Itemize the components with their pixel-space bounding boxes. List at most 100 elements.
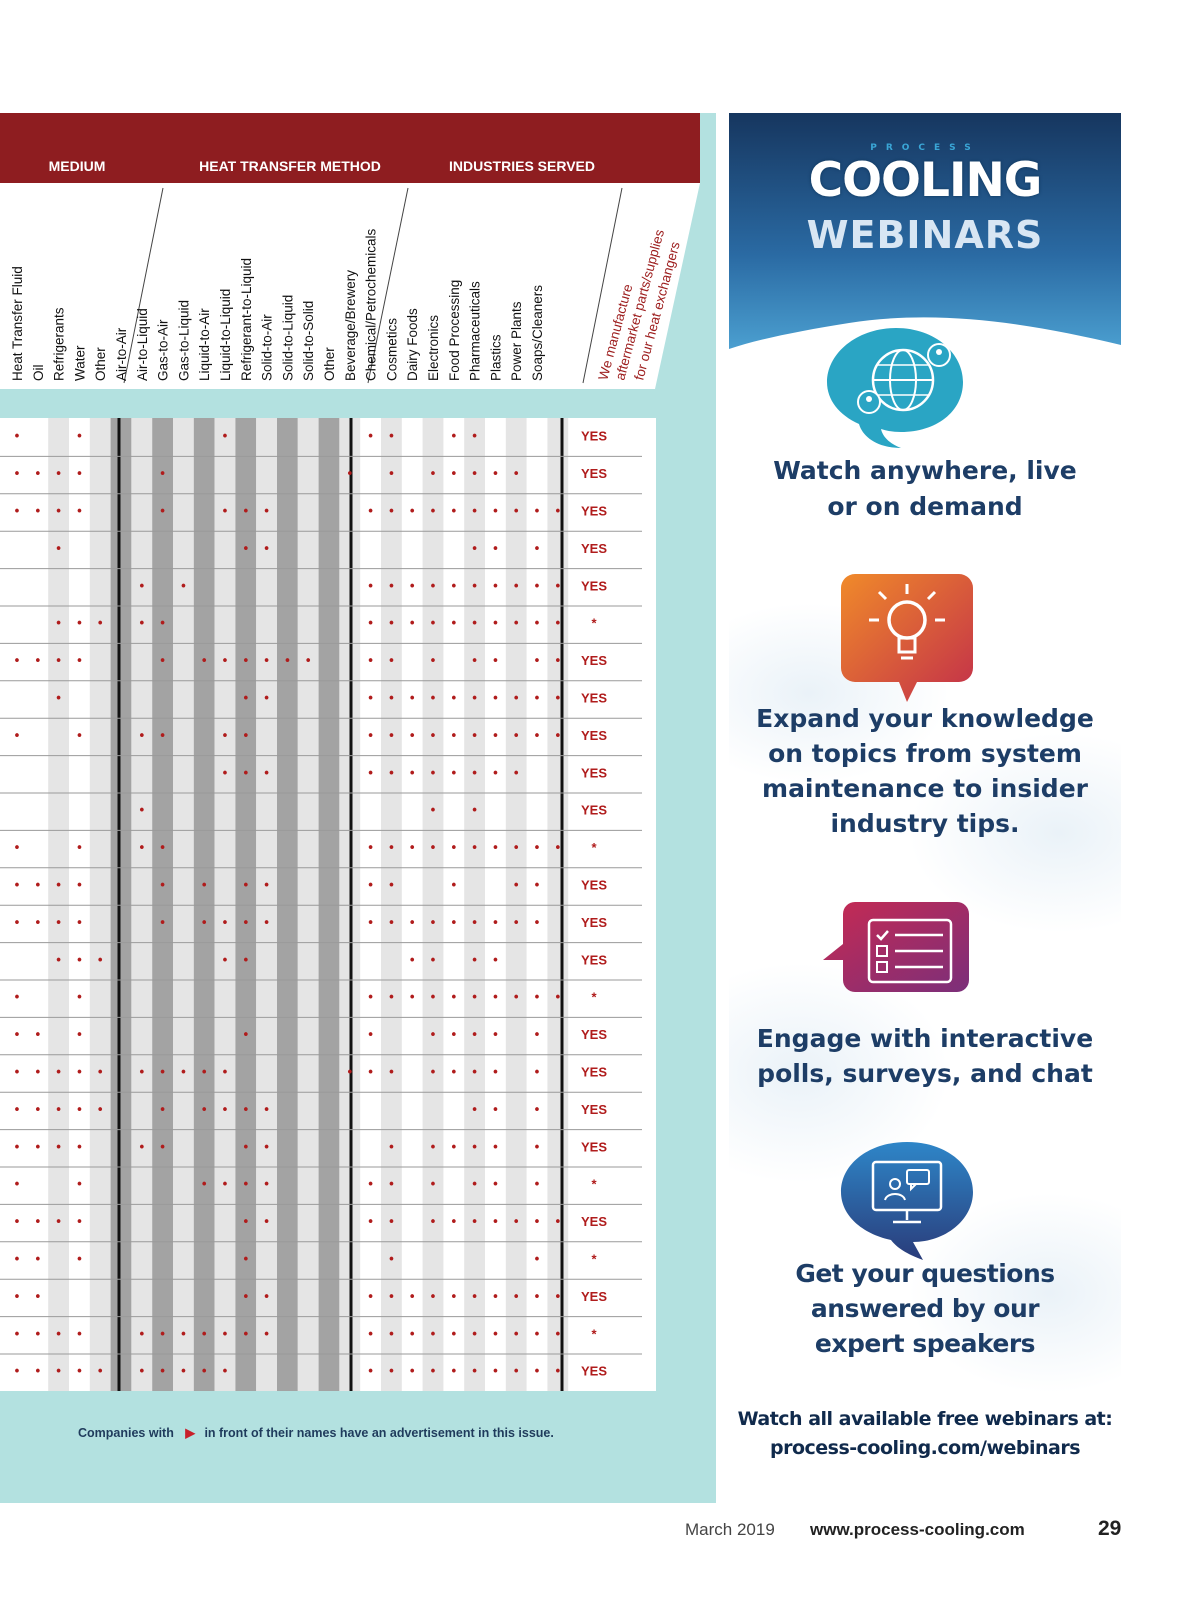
table-cell-dot: • [76,1215,84,1230]
table-cell-dot: • [159,617,167,632]
footnote-text: in front of their names have an advertis… [204,1426,553,1440]
column-stripe [193,418,215,1391]
page-number: 29 [1098,1517,1122,1540]
table-cell-dot: • [388,766,396,781]
table-cell-dot: • [242,692,250,707]
table-cell-dot: • [200,1365,208,1380]
table-cell-dot: • [512,916,520,931]
table-cell-dot: • [471,729,479,744]
table-cell-dot: • [96,1103,104,1118]
table-cell-dot: • [367,1066,375,1081]
table-cell-dot: • [34,916,42,931]
table-cell-dot: • [263,1327,271,1342]
table-cell-dot: • [138,1365,146,1380]
table-cell-dot: • [159,1066,167,1081]
feature-engage-interactive: Engage with interactive polls, surveys, … [729,1021,1121,1091]
table-cell-dot: • [512,766,520,781]
heat-exchanger-table: MEDIUM HEAT TRANSFER METHOD INDUSTRIES S… [0,113,716,1503]
table-cell-dot: • [242,729,250,744]
table-cell-dot: • [429,953,437,968]
table-cell-dot: • [367,766,375,781]
aftermarket-cell: * [591,1326,597,1341]
table-cell-dot: • [200,654,208,669]
table-cell-dot: • [159,879,167,894]
group-divider [123,187,164,384]
table-cell-dot: • [242,1178,250,1193]
column-header: Beverage/Brewery [343,270,358,381]
table-cell-dot: • [34,1103,42,1118]
table-cell-dot: • [367,1327,375,1342]
table-cell-dot: • [388,1290,396,1305]
table-cell-dot: • [450,916,458,931]
table-cell-dot: • [76,1178,84,1193]
table-cell-dot: • [429,991,437,1006]
column-stripe [277,418,298,1391]
table-cell-dot: • [471,916,479,931]
table-cell-dot: • [55,617,63,632]
table-cell-dot: • [367,1028,375,1043]
table-cell-dot: • [471,1327,479,1342]
table-cell-dot: • [429,916,437,931]
table-cell-dot: • [367,617,375,632]
table-cell-dot: • [263,542,271,557]
table-cell-dot: • [34,505,42,520]
table-cell-dot: • [408,1365,416,1380]
table-cell-dot: • [554,841,562,856]
column-header: Gas-to-Liquid [176,300,191,381]
table-cell-dot: • [13,841,21,856]
table-cell-dot: • [242,1253,250,1268]
table-cell-dot: • [367,1290,375,1305]
table-cell-dot: • [512,505,520,520]
table-cell-dot: • [76,505,84,520]
feature-text-line: Watch anywhere, live [773,456,1077,485]
table-cell-dot: • [429,804,437,819]
table-cell-dot: • [13,991,21,1006]
table-cell-dot: • [55,1103,63,1118]
table-cell-dot: • [159,1365,167,1380]
column-header: Dairy Foods [405,308,420,381]
table-cell-dot: • [554,579,562,594]
table-cell-dot: • [13,654,21,669]
table-cell-dot: • [159,654,167,669]
table-cell-dot: • [533,617,541,632]
aftermarket-cell: YES [581,578,607,593]
table-cell-dot: • [388,467,396,482]
table-cell-dot: • [76,916,84,931]
aftermarket-cell: YES [581,653,607,668]
table-cell-dot: • [429,841,437,856]
column-header: Other [322,347,337,381]
table-cell-dot: • [533,1178,541,1193]
website-link[interactable]: www.process-cooling.com [810,1520,1025,1539]
table-cell-dot: • [34,467,42,482]
table-cell-dot: • [533,579,541,594]
column-stripe [173,418,194,1391]
feature-text-line: polls, surveys, and chat [757,1059,1093,1088]
table-cell-dot: • [450,1215,458,1230]
table-cell-dot: • [200,916,208,931]
table-cell-dot: • [34,879,42,894]
table-cell-dot: • [55,542,63,557]
aftermarket-cell: YES [581,952,607,967]
footnote: Companies with ▶ in front of their names… [78,1426,554,1440]
table-cell-dot: • [34,1365,42,1380]
column-header: Other [93,347,108,381]
table-cell-dot: • [367,1178,375,1193]
table-cell-dot: • [55,692,63,707]
table-cell-dot: • [471,654,479,669]
aftermarket-cell: * [591,840,597,855]
table-cell-dot: • [533,542,541,557]
table-cell-dot: • [76,879,84,894]
column-stripe [505,418,527,1391]
table-cell-dot: • [471,766,479,781]
table-cell-dot: • [408,505,416,520]
footnote-text: Companies with [78,1426,174,1440]
table-cell-dot: • [554,729,562,744]
table-cell-dot: • [367,729,375,744]
table-cell-dot: • [13,1365,21,1380]
table-cell-dot: • [533,692,541,707]
feature-text-line: Expand your knowledge [756,704,1094,733]
table-cell-dot: • [450,617,458,632]
table-cell-dot: • [263,766,271,781]
feature-text-line: Engage with interactive [756,1024,1094,1053]
cta-link[interactable]: process-cooling.com/webinars [769,1437,1081,1459]
